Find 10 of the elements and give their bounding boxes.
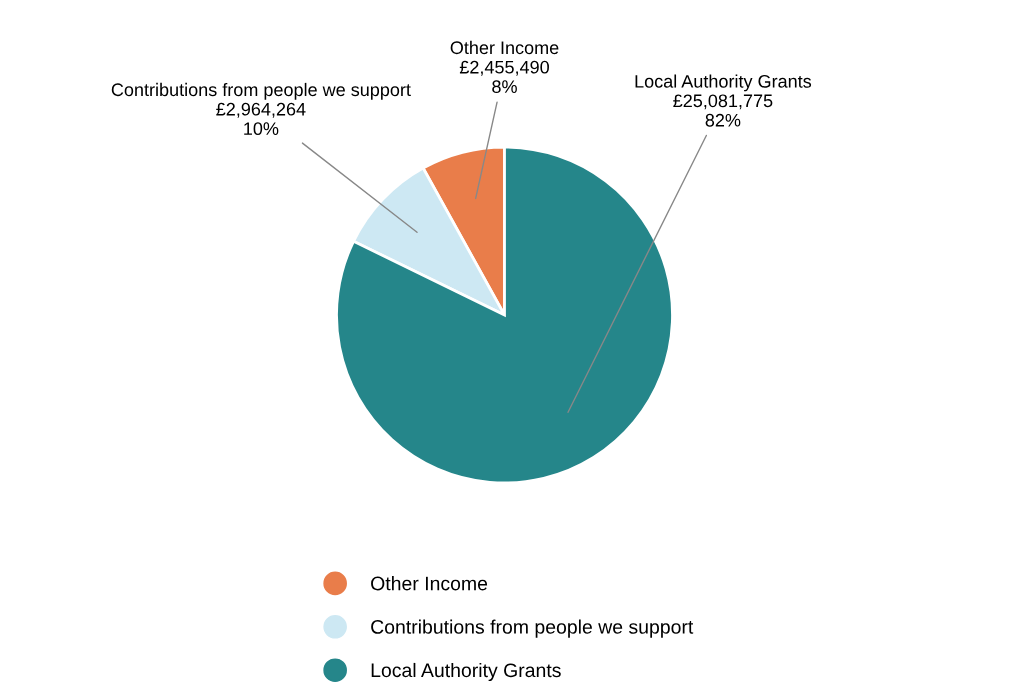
- data-label: £25,081,775 82%: [673, 94, 773, 127]
- data-label: £2,455,490 8%: [459, 60, 549, 94]
- slice-label: Other Income: [450, 40, 559, 55]
- data-label: £2,964,264 10%: [216, 102, 306, 136]
- pie-slice: [335, 145, 674, 485]
- legend-label: Other Income: [371, 576, 488, 591]
- slice-label: Contributions from people we support: [111, 82, 411, 100]
- legend-label: Contributions from people we support: [371, 619, 694, 638]
- legend-label: Local Authority Grants: [371, 662, 561, 682]
- slice-label: Local Authority Grants: [635, 74, 812, 92]
